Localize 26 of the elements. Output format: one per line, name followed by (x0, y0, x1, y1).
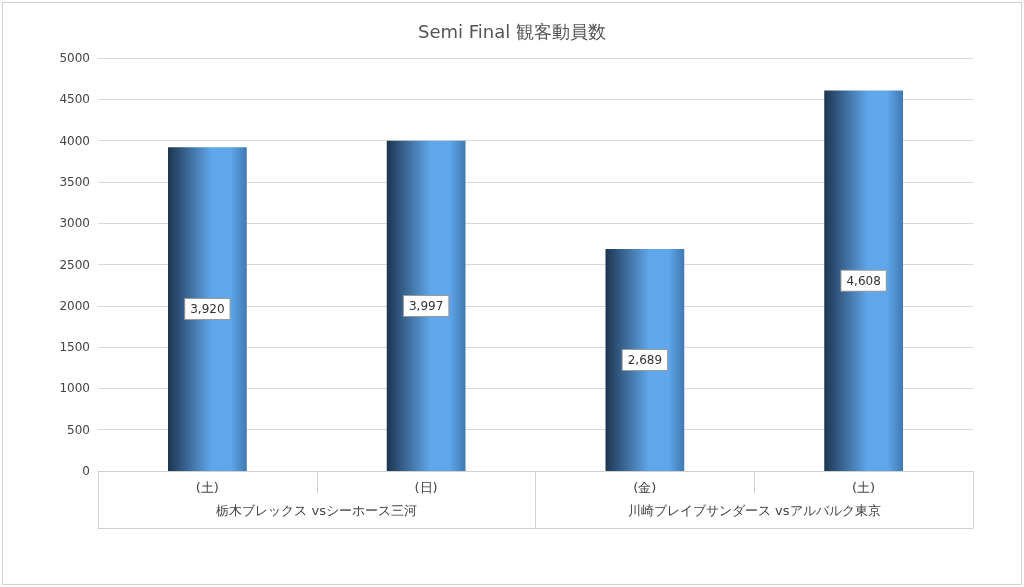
y-tick-label: 4000 (59, 133, 90, 148)
text: 栃木ブレックス vsシーホース三河 (216, 503, 418, 518)
bar (824, 90, 903, 471)
y-tick-label: 3000 (59, 216, 90, 231)
y-tick-label: 3500 (59, 174, 90, 189)
x-tick-label: (金) (633, 480, 657, 495)
data-label: 3,920 (190, 302, 225, 317)
chart-title: Semi Final 観客動員数 (418, 20, 606, 42)
y-tick-label: 2500 (59, 257, 90, 272)
bar (386, 140, 466, 471)
bar (168, 147, 247, 471)
bar (605, 248, 685, 471)
y-tick-label: 4500 (59, 92, 90, 107)
y-tick-label: 1500 (59, 340, 90, 355)
y-tick-label: 2000 (59, 298, 90, 313)
y-tick-label: 500 (67, 422, 90, 437)
data-label: 3,997 (408, 298, 444, 313)
text: 川崎ブレイブサンダース vsアルバルク東京 (627, 503, 881, 518)
y-tick-label: 1000 (59, 381, 90, 396)
x-tick-label: (土) (195, 480, 219, 495)
y-tick-label: 5000 (59, 51, 90, 65)
x-tick-label: (土) (852, 480, 876, 495)
data-label: 2,689 (627, 352, 663, 367)
y-tick-label: 0 (82, 464, 90, 478)
data-label: 4,608 (846, 273, 881, 288)
x-tick-label: (日) (414, 480, 438, 495)
